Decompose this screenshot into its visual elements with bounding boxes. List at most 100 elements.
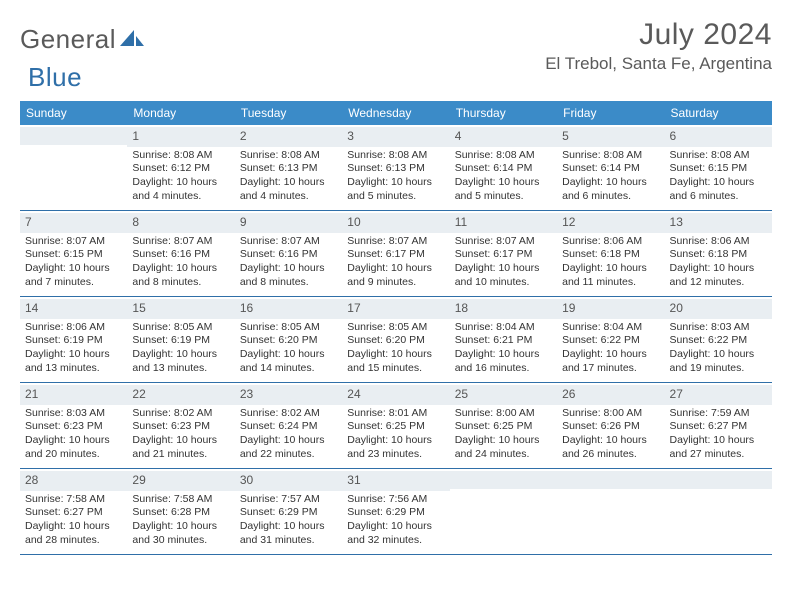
weekday-header: Friday bbox=[557, 101, 664, 125]
calendar-day-cell: 27Sunrise: 7:59 AMSunset: 6:27 PMDayligh… bbox=[665, 383, 772, 469]
sunset-text: Sunset: 6:23 PM bbox=[132, 420, 229, 434]
daylight-text: Daylight: 10 hours and 16 minutes. bbox=[455, 348, 552, 375]
sunset-text: Sunset: 6:29 PM bbox=[240, 506, 337, 520]
daylight-text: Daylight: 10 hours and 23 minutes. bbox=[347, 434, 444, 461]
calendar-day-cell: 28Sunrise: 7:58 AMSunset: 6:27 PMDayligh… bbox=[20, 469, 127, 555]
calendar-day-cell: 8Sunrise: 8:07 AMSunset: 6:16 PMDaylight… bbox=[127, 211, 234, 297]
calendar-week-row: 1Sunrise: 8:08 AMSunset: 6:12 PMDaylight… bbox=[20, 125, 772, 211]
sunset-text: Sunset: 6:19 PM bbox=[132, 334, 229, 348]
calendar-day-cell: 30Sunrise: 7:57 AMSunset: 6:29 PMDayligh… bbox=[235, 469, 342, 555]
calendar-day-cell: 12Sunrise: 8:06 AMSunset: 6:18 PMDayligh… bbox=[557, 211, 664, 297]
sunrise-text: Sunrise: 8:03 AM bbox=[670, 321, 767, 335]
day-number: 24 bbox=[342, 385, 449, 405]
sunset-text: Sunset: 6:25 PM bbox=[347, 420, 444, 434]
daylight-text: Daylight: 10 hours and 5 minutes. bbox=[455, 176, 552, 203]
sunset-text: Sunset: 6:26 PM bbox=[562, 420, 659, 434]
day-number: 22 bbox=[127, 385, 234, 405]
calendar-day-cell: 5Sunrise: 8:08 AMSunset: 6:14 PMDaylight… bbox=[557, 125, 664, 211]
sunrise-text: Sunrise: 8:08 AM bbox=[347, 149, 444, 163]
sail-icon bbox=[120, 28, 146, 53]
calendar-day-cell: 10Sunrise: 8:07 AMSunset: 6:17 PMDayligh… bbox=[342, 211, 449, 297]
daylight-text: Daylight: 10 hours and 8 minutes. bbox=[240, 262, 337, 289]
weekday-header: Sunday bbox=[20, 101, 127, 125]
calendar-day-cell: 23Sunrise: 8:02 AMSunset: 6:24 PMDayligh… bbox=[235, 383, 342, 469]
calendar-day-cell: 2Sunrise: 8:08 AMSunset: 6:13 PMDaylight… bbox=[235, 125, 342, 211]
day-number: 10 bbox=[342, 213, 449, 233]
calendar-week-row: 14Sunrise: 8:06 AMSunset: 6:19 PMDayligh… bbox=[20, 297, 772, 383]
day-number: 18 bbox=[450, 299, 557, 319]
weekday-header-row: SundayMondayTuesdayWednesdayThursdayFrid… bbox=[20, 101, 772, 125]
day-number: 20 bbox=[665, 299, 772, 319]
calendar-week-row: 28Sunrise: 7:58 AMSunset: 6:27 PMDayligh… bbox=[20, 469, 772, 555]
calendar-day-cell: 29Sunrise: 7:58 AMSunset: 6:28 PMDayligh… bbox=[127, 469, 234, 555]
sunset-text: Sunset: 6:13 PM bbox=[240, 162, 337, 176]
calendar: SundayMondayTuesdayWednesdayThursdayFrid… bbox=[20, 101, 772, 555]
sunrise-text: Sunrise: 7:56 AM bbox=[347, 493, 444, 507]
sunrise-text: Sunrise: 8:07 AM bbox=[132, 235, 229, 249]
day-number: 2 bbox=[235, 127, 342, 147]
sunset-text: Sunset: 6:29 PM bbox=[347, 506, 444, 520]
daylight-text: Daylight: 10 hours and 4 minutes. bbox=[240, 176, 337, 203]
daylight-text: Daylight: 10 hours and 21 minutes. bbox=[132, 434, 229, 461]
day-number: 21 bbox=[20, 385, 127, 405]
sunrise-text: Sunrise: 8:07 AM bbox=[455, 235, 552, 249]
daylight-text: Daylight: 10 hours and 27 minutes. bbox=[670, 434, 767, 461]
sunrise-text: Sunrise: 7:58 AM bbox=[25, 493, 122, 507]
day-number: 5 bbox=[557, 127, 664, 147]
calendar-day-cell: 7Sunrise: 8:07 AMSunset: 6:15 PMDaylight… bbox=[20, 211, 127, 297]
sunrise-text: Sunrise: 8:03 AM bbox=[25, 407, 122, 421]
sunset-text: Sunset: 6:28 PM bbox=[132, 506, 229, 520]
weekday-header: Wednesday bbox=[342, 101, 449, 125]
day-number: 11 bbox=[450, 213, 557, 233]
calendar-day-cell: 17Sunrise: 8:05 AMSunset: 6:20 PMDayligh… bbox=[342, 297, 449, 383]
sunrise-text: Sunrise: 8:08 AM bbox=[562, 149, 659, 163]
calendar-body: 1Sunrise: 8:08 AMSunset: 6:12 PMDaylight… bbox=[20, 125, 772, 555]
brand-logo: General bbox=[20, 18, 148, 55]
day-number: 15 bbox=[127, 299, 234, 319]
sunset-text: Sunset: 6:23 PM bbox=[25, 420, 122, 434]
daylight-text: Daylight: 10 hours and 13 minutes. bbox=[132, 348, 229, 375]
brand-part1: General bbox=[20, 24, 116, 55]
brand-part2: Blue bbox=[28, 62, 82, 93]
calendar-day-cell: 14Sunrise: 8:06 AMSunset: 6:19 PMDayligh… bbox=[20, 297, 127, 383]
sunrise-text: Sunrise: 8:08 AM bbox=[670, 149, 767, 163]
sunrise-text: Sunrise: 8:08 AM bbox=[132, 149, 229, 163]
sunrise-text: Sunrise: 8:06 AM bbox=[670, 235, 767, 249]
sunset-text: Sunset: 6:14 PM bbox=[455, 162, 552, 176]
calendar-day-cell: 13Sunrise: 8:06 AMSunset: 6:18 PMDayligh… bbox=[665, 211, 772, 297]
month-title: July 2024 bbox=[545, 18, 772, 52]
title-block: July 2024 El Trebol, Santa Fe, Argentina bbox=[545, 18, 772, 74]
day-number: 13 bbox=[665, 213, 772, 233]
daylight-text: Daylight: 10 hours and 10 minutes. bbox=[455, 262, 552, 289]
daylight-text: Daylight: 10 hours and 24 minutes. bbox=[455, 434, 552, 461]
sunset-text: Sunset: 6:20 PM bbox=[240, 334, 337, 348]
daylight-text: Daylight: 10 hours and 30 minutes. bbox=[132, 520, 229, 547]
day-number bbox=[665, 471, 772, 489]
sunrise-text: Sunrise: 8:08 AM bbox=[455, 149, 552, 163]
calendar-day-cell: 31Sunrise: 7:56 AMSunset: 6:29 PMDayligh… bbox=[342, 469, 449, 555]
calendar-day-cell bbox=[557, 469, 664, 555]
calendar-day-cell: 4Sunrise: 8:08 AMSunset: 6:14 PMDaylight… bbox=[450, 125, 557, 211]
sunset-text: Sunset: 6:12 PM bbox=[132, 162, 229, 176]
sunset-text: Sunset: 6:21 PM bbox=[455, 334, 552, 348]
sunrise-text: Sunrise: 8:04 AM bbox=[562, 321, 659, 335]
sunrise-text: Sunrise: 8:02 AM bbox=[132, 407, 229, 421]
calendar-day-cell: 19Sunrise: 8:04 AMSunset: 6:22 PMDayligh… bbox=[557, 297, 664, 383]
day-number: 12 bbox=[557, 213, 664, 233]
day-number: 19 bbox=[557, 299, 664, 319]
sunset-text: Sunset: 6:18 PM bbox=[670, 248, 767, 262]
day-number: 8 bbox=[127, 213, 234, 233]
sunrise-text: Sunrise: 8:05 AM bbox=[347, 321, 444, 335]
day-number: 31 bbox=[342, 471, 449, 491]
day-number: 3 bbox=[342, 127, 449, 147]
day-number: 27 bbox=[665, 385, 772, 405]
location-subtitle: El Trebol, Santa Fe, Argentina bbox=[545, 54, 772, 74]
day-number: 25 bbox=[450, 385, 557, 405]
sunset-text: Sunset: 6:13 PM bbox=[347, 162, 444, 176]
weekday-header: Monday bbox=[127, 101, 234, 125]
sunset-text: Sunset: 6:19 PM bbox=[25, 334, 122, 348]
weekday-header: Saturday bbox=[665, 101, 772, 125]
daylight-text: Daylight: 10 hours and 17 minutes. bbox=[562, 348, 659, 375]
sunrise-text: Sunrise: 8:07 AM bbox=[347, 235, 444, 249]
sunset-text: Sunset: 6:22 PM bbox=[670, 334, 767, 348]
